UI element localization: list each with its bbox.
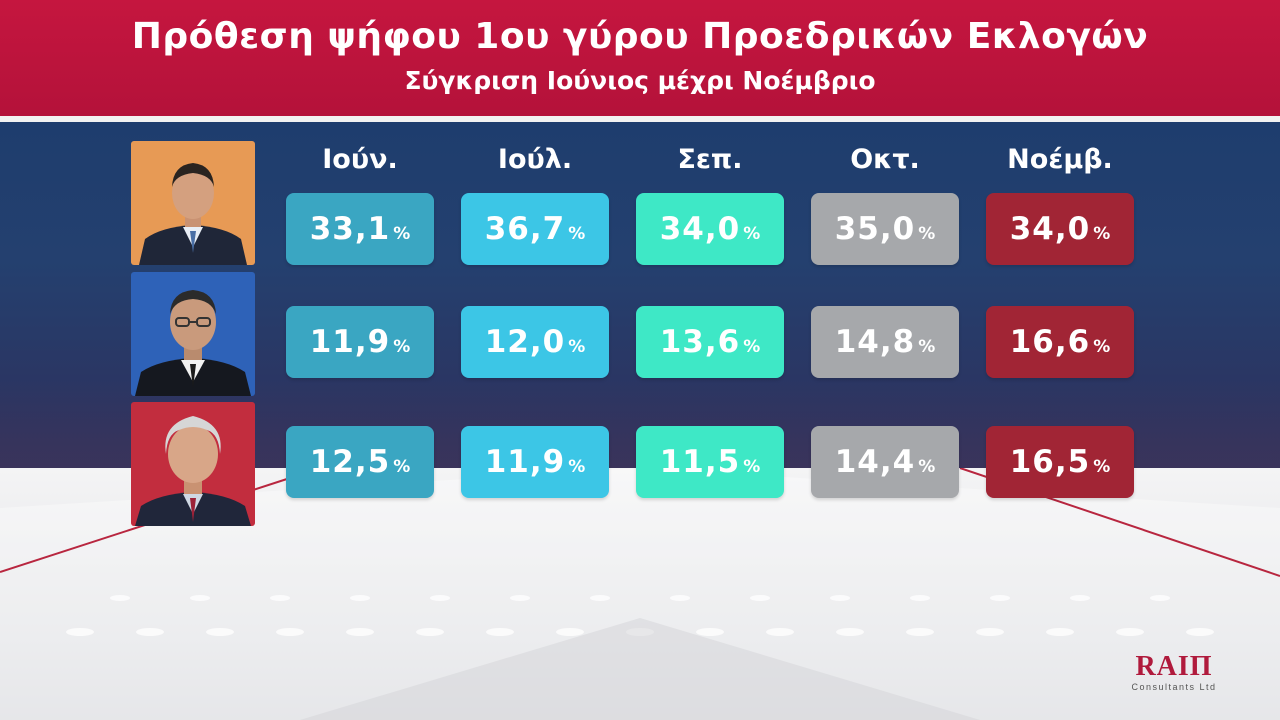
logo-subtitle: Consultants Ltd [1131,682,1217,692]
percent-sign: % [918,457,936,477]
percent-sign: % [1093,224,1111,244]
page-title: Πρόθεση ψήφου 1ου γύρου Προεδρικών Εκλογ… [131,16,1149,57]
value-cell: 12,5% [286,426,434,498]
percent-sign: % [918,224,936,244]
percent-sign: % [1093,457,1111,477]
value-number: 11,5 [659,444,741,480]
value-number: 34,0 [1009,211,1091,247]
value-number: 35,0 [834,211,916,247]
candidate-photo-3 [131,402,255,526]
percent-sign: % [743,457,761,477]
value-cell: 11,9% [286,306,434,378]
value-number: 16,6 [1009,324,1091,360]
value-cell: 11,9% [461,426,609,498]
value-cell: 14,8% [811,306,959,378]
value-cell: 12,0% [461,306,609,378]
column-header-nov: Νοέμβ. [1007,144,1113,175]
page-subtitle: Σύγκριση Ιούνιος μέχρι Νοέμβριο [404,66,876,95]
column-header-oct: Οκτ. [850,144,920,175]
value-cell: 16,5% [986,426,1134,498]
value-number: 33,1 [309,211,391,247]
percent-sign: % [568,337,586,357]
value-number: 11,9 [309,324,391,360]
value-number: 34,0 [659,211,741,247]
value-cell: 35,0% [811,193,959,265]
percent-sign: % [393,337,411,357]
value-cell: 11,5% [636,426,784,498]
logo-wordmark: RAIП [1135,651,1213,682]
percent-sign: % [743,224,761,244]
column-header-jun: Ιούν. [322,144,398,175]
header-banner: Πρόθεση ψήφου 1ου γύρου Προεδρικών Εκλογ… [0,0,1280,116]
percent-sign: % [393,224,411,244]
percent-sign: % [918,337,936,357]
value-cell: 13,6% [636,306,784,378]
value-number: 12,0 [484,324,566,360]
value-cell: 36,7% [461,193,609,265]
floor-decoration [0,468,1280,720]
value-number: 12,5 [309,444,391,480]
value-cell: 16,6% [986,306,1134,378]
value-cell: 14,4% [811,426,959,498]
column-header-sep: Σεπ. [677,144,743,175]
value-number: 36,7 [484,211,566,247]
percent-sign: % [1093,337,1111,357]
percent-sign: % [393,457,411,477]
value-number: 11,9 [484,444,566,480]
percent-sign: % [743,337,761,357]
value-number: 14,4 [834,444,916,480]
percent-sign: % [568,224,586,244]
column-header-jul: Ιούλ. [497,144,573,175]
value-cell: 34,0% [636,193,784,265]
value-number: 16,5 [1009,444,1091,480]
value-number: 14,8 [834,324,916,360]
header-divider [0,116,1280,122]
value-cell: 33,1% [286,193,434,265]
candidate-photo-2 [131,272,255,396]
candidate-photo-1 [131,141,255,265]
rain-logo: RAIП Consultants Ltd [1112,651,1236,693]
percent-sign: % [568,457,586,477]
value-number: 13,6 [659,324,741,360]
value-cell: 34,0% [986,193,1134,265]
